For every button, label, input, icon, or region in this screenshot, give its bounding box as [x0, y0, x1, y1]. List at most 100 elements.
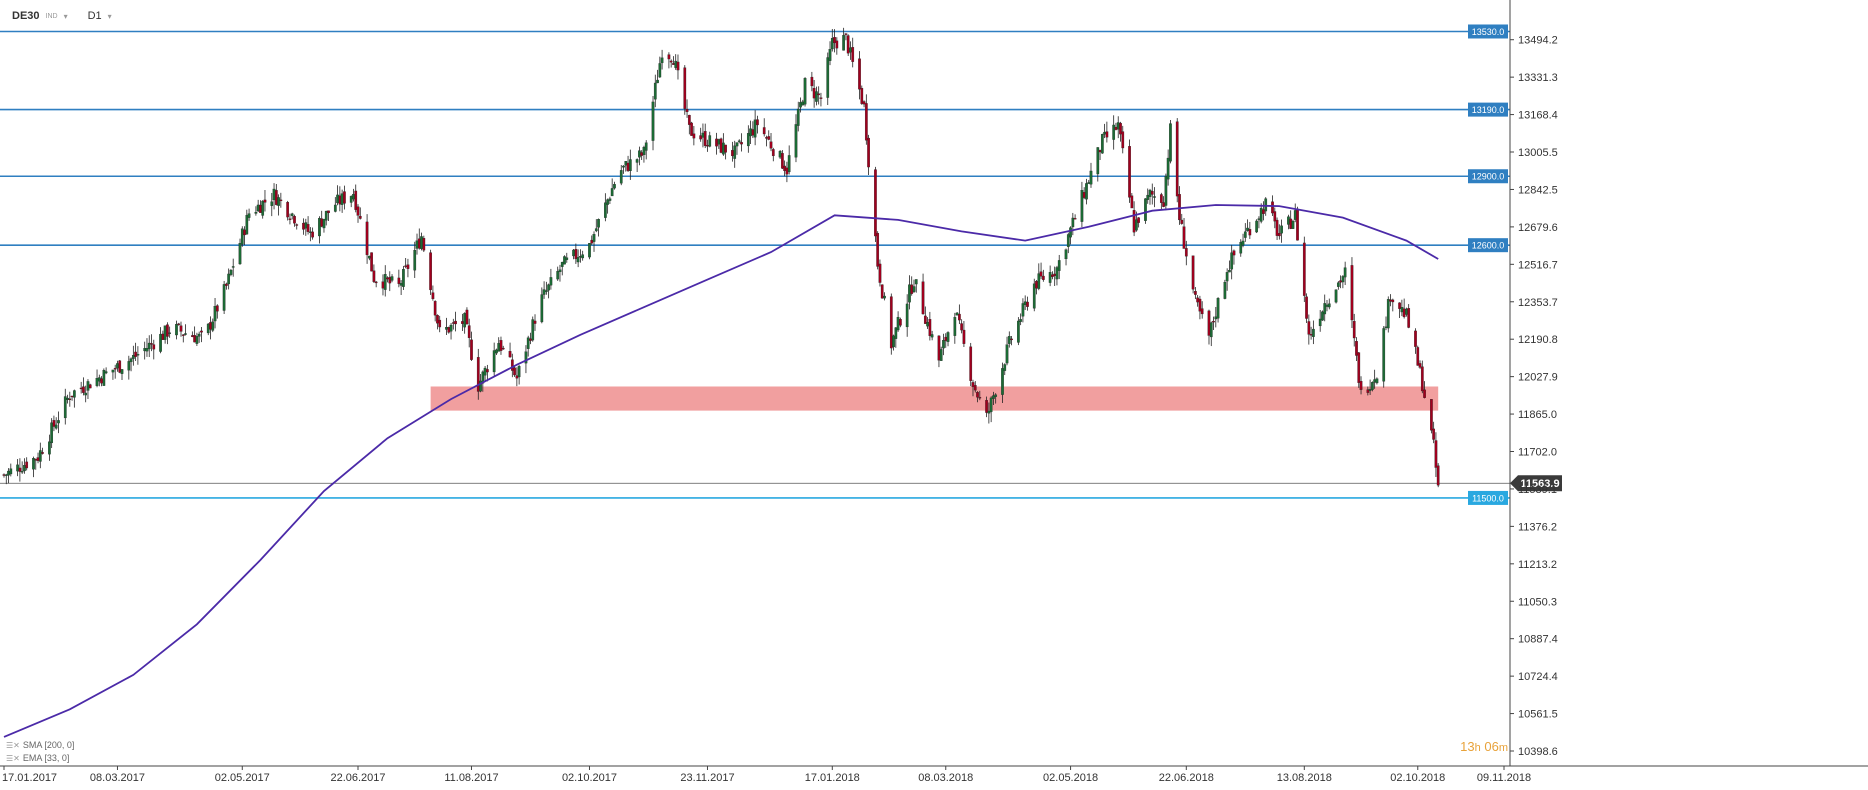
candle-body	[304, 222, 308, 229]
candle-body	[324, 210, 328, 221]
indicator-sma[interactable]: ☰✕ SMA [200, 0]	[6, 740, 74, 750]
candle-body	[994, 394, 998, 397]
candle-body	[973, 385, 977, 391]
candle-body	[565, 257, 569, 260]
candle-body	[222, 284, 226, 311]
symbol-type: IND	[45, 12, 58, 20]
candle-body	[286, 202, 290, 218]
symbol-selector[interactable]: DE30	[12, 10, 40, 22]
candle-body	[1228, 270, 1231, 273]
candle-body	[82, 386, 85, 393]
horizontal-levels: 13530.0 13190.0 12900.0 12600.0 11500.0 11563…	[0, 24, 1562, 505]
candle-body	[159, 333, 162, 352]
candle-body	[1341, 276, 1345, 283]
candle-body	[48, 441, 51, 455]
candle-body	[431, 292, 435, 300]
y-tick-label: 13494.2	[1518, 35, 1558, 47]
candle-body	[1259, 207, 1263, 222]
candle-body	[799, 102, 802, 108]
candle-body	[1085, 183, 1088, 200]
candle-body	[1182, 226, 1186, 249]
candle-body	[533, 320, 537, 324]
candle-body	[399, 283, 403, 286]
chevron-down-icon[interactable]: ▾	[107, 11, 112, 21]
candle-body	[860, 88, 864, 104]
candle-body	[100, 378, 103, 384]
candle-body	[338, 195, 342, 205]
candle-body	[390, 276, 394, 281]
candle-body	[910, 284, 914, 294]
candle-body	[842, 35, 845, 51]
candle-body	[191, 335, 194, 337]
candle-body	[781, 153, 784, 169]
candle-body	[794, 124, 798, 158]
candle-body	[579, 256, 582, 258]
candle-body	[368, 255, 371, 259]
candle-body	[256, 204, 260, 212]
candle-body	[642, 146, 646, 156]
candle-body	[529, 338, 532, 341]
level-tag	[1468, 169, 1508, 184]
candle-body	[274, 190, 278, 205]
candle-body	[279, 199, 283, 202]
candle-body	[429, 252, 432, 291]
candle-body	[1153, 196, 1156, 198]
candle-body	[261, 200, 265, 216]
candle-body	[1148, 189, 1152, 197]
indicator-icon: ☰✕	[6, 740, 20, 750]
candle-body	[72, 390, 76, 398]
candle-body	[461, 321, 464, 324]
candle-body	[1430, 399, 1433, 431]
current-price-tag	[1510, 475, 1562, 492]
candle-body	[960, 323, 963, 331]
candle-body	[254, 211, 258, 214]
y-tick-label: 12190.8	[1518, 334, 1558, 346]
candle-body	[581, 254, 585, 259]
candle-body	[467, 325, 471, 339]
candle-body	[1287, 216, 1290, 225]
candle-body	[306, 224, 310, 232]
indicator-ema[interactable]: ☰✕ EMA [33, 0]	[6, 753, 69, 763]
x-tick-label: 09.11.2018	[1477, 772, 1531, 784]
x-axis: 17.01.2017 08.03.2017 02.05.2017 22.06.2017…	[0, 765, 1868, 784]
candle-body	[1019, 319, 1022, 322]
candle-body	[336, 194, 339, 204]
candle-body	[651, 101, 655, 141]
candle-body	[669, 60, 673, 63]
candle-body	[365, 221, 369, 256]
timeframe-selector[interactable]: D1	[87, 10, 102, 22]
sma-200-line	[3, 204, 1439, 738]
candle-body	[420, 236, 423, 249]
candle-body	[921, 281, 925, 315]
candle-body	[70, 395, 74, 398]
candle-body	[735, 142, 739, 147]
y-tick-label: 13331.3	[1518, 72, 1558, 84]
candle-body	[32, 458, 35, 470]
sma-line	[3, 204, 1439, 738]
candle-body	[102, 370, 106, 386]
candle-body	[272, 188, 276, 201]
candle-body	[327, 210, 330, 214]
candle-body	[517, 365, 521, 378]
candle-body	[928, 319, 932, 336]
candle-body	[1073, 218, 1077, 220]
y-tick-label: 10398.6	[1518, 746, 1558, 758]
candle-body	[34, 459, 38, 461]
candle-body	[685, 109, 689, 113]
candle-body	[445, 327, 448, 330]
chevron-down-icon[interactable]: ▾	[63, 11, 68, 21]
candle-body	[892, 335, 895, 348]
candle-body	[1241, 240, 1245, 246]
candle-body	[1209, 322, 1213, 338]
candle-body	[769, 141, 773, 149]
candle-body	[937, 335, 941, 361]
candle-body	[1100, 134, 1104, 154]
candle-body	[343, 191, 346, 204]
candle-body	[626, 162, 630, 171]
candle-body	[762, 127, 766, 135]
candle-body	[992, 395, 995, 399]
candle-body	[1007, 336, 1011, 344]
candle-body	[989, 397, 993, 413]
candle-body	[1198, 298, 1202, 312]
